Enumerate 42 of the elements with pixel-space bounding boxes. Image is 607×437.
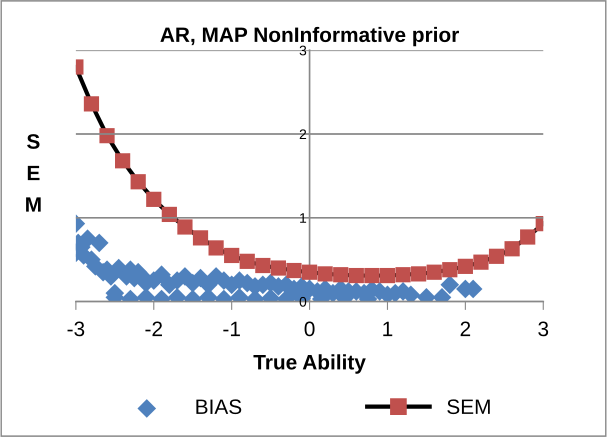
x-tick-label: 3 bbox=[538, 322, 548, 336]
point bbox=[426, 264, 442, 280]
y-tick-label: 3 bbox=[300, 46, 306, 56]
x-axis-title: True Ability bbox=[253, 354, 366, 374]
point bbox=[177, 219, 193, 235]
point bbox=[84, 96, 100, 112]
x-tick-label: 1 bbox=[383, 322, 392, 336]
legend-label: BIAS bbox=[196, 399, 242, 414]
legend-label: SEM bbox=[447, 399, 490, 414]
point bbox=[208, 240, 224, 256]
point bbox=[240, 254, 255, 269]
point bbox=[130, 174, 146, 190]
point bbox=[395, 267, 411, 282]
point bbox=[162, 206, 177, 222]
point bbox=[458, 258, 473, 274]
point bbox=[146, 192, 162, 207]
point bbox=[286, 262, 302, 278]
x-tick-label: 2 bbox=[460, 322, 470, 336]
point bbox=[520, 229, 536, 245]
point bbox=[348, 268, 364, 284]
chart-title: AR, MAP NonInformative prior bbox=[160, 26, 459, 46]
point bbox=[442, 262, 458, 278]
point bbox=[380, 268, 396, 284]
x-tick-label: -1 bbox=[223, 322, 240, 336]
point bbox=[318, 266, 333, 282]
y-tick-label: 2 bbox=[300, 129, 306, 140]
point bbox=[302, 264, 318, 280]
point bbox=[504, 241, 520, 256]
point bbox=[224, 248, 240, 264]
point bbox=[255, 258, 270, 274]
point bbox=[411, 266, 426, 282]
point bbox=[473, 254, 489, 270]
x-tick-label: -3 bbox=[68, 322, 84, 336]
point bbox=[333, 267, 348, 282]
x-tick-label: -2 bbox=[145, 322, 162, 336]
point bbox=[270, 260, 286, 276]
point bbox=[364, 268, 380, 284]
point bbox=[115, 153, 130, 168]
point bbox=[192, 230, 208, 246]
y-tick-label: 1 bbox=[300, 213, 306, 223]
y-axis-title: S E M bbox=[26, 134, 41, 212]
point bbox=[488, 248, 504, 264]
